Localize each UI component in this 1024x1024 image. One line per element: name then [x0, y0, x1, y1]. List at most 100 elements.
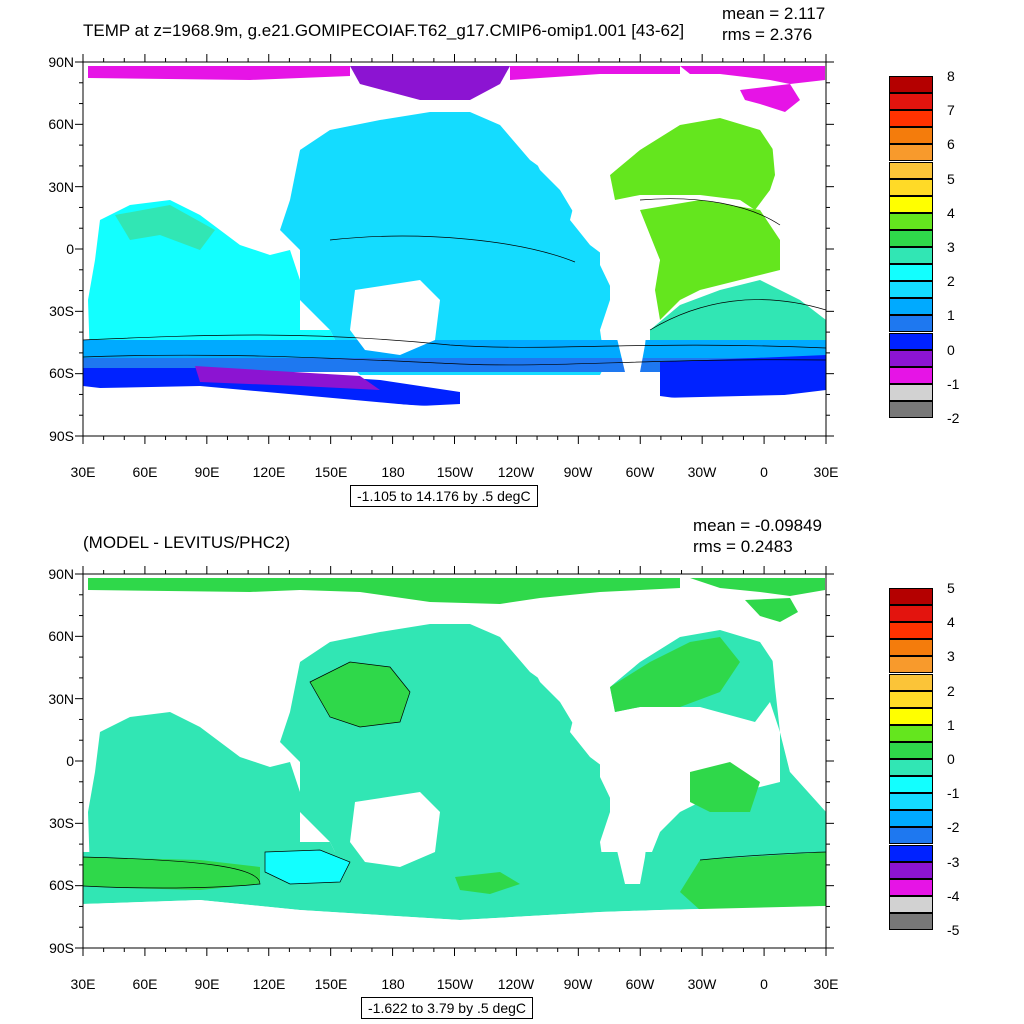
lat-label: 60N: [48, 116, 74, 132]
colorbar-label: -5: [947, 922, 960, 938]
contour-line: [309, 661, 411, 728]
colorbar-swatch: [889, 844, 933, 862]
lat-label: 90N: [48, 54, 74, 70]
indian-ocean-region: [88, 712, 345, 872]
colorbar-swatch: [889, 144, 933, 162]
panel-temperature: TEMP at z=1968.9m, g.e21.GOMIPECOIAF.T62…: [48, 4, 960, 508]
mean-value: mean = -0.09849: [693, 516, 823, 535]
colorbar-swatch: [889, 247, 933, 265]
colorbar-swatch: [889, 315, 933, 333]
southern-ocean-purple: [195, 366, 380, 390]
arctic-ocean-region-4: [680, 66, 825, 84]
colorbar-swatch: [889, 588, 933, 606]
colorbar-label: 0: [947, 341, 955, 358]
atlantic-ocean-south: [650, 280, 826, 345]
colorbar-swatch: [889, 127, 933, 145]
colorbar-swatch: [889, 195, 933, 213]
colorbar-label: 5: [947, 170, 955, 187]
colorbar-swatch: [889, 93, 933, 111]
colorbar-label: 1: [947, 716, 955, 733]
mean-value: mean = 2.117: [722, 4, 826, 23]
nordic-sea-region: [740, 84, 800, 112]
lon-label: 150W: [436, 976, 474, 992]
lat-label: 0: [66, 241, 74, 257]
lat-label: 90S: [49, 428, 74, 444]
colorbar-swatch: [889, 605, 933, 623]
colorbar-swatch: [889, 810, 933, 828]
lon-label: 60W: [625, 464, 655, 480]
colorbar-swatch: [889, 264, 933, 282]
contour-line: [699, 851, 827, 861]
lon-label: 120E: [252, 976, 286, 992]
contour-line: [649, 299, 827, 331]
colorbar-label: 4: [947, 204, 955, 221]
antarctica: [83, 388, 826, 436]
lon-label: 120W: [497, 976, 535, 992]
lat-label: 30N: [48, 691, 74, 707]
indian-ocean-region: [88, 200, 345, 360]
colorbar-swatch: [889, 400, 933, 418]
colorbar-swatch: [889, 349, 933, 367]
colorbar: [889, 76, 933, 418]
lon-label: 150E: [314, 464, 348, 480]
colorbar-swatch: [889, 878, 933, 896]
lon-label: 60E: [132, 464, 158, 480]
lon-label: 30W: [687, 976, 717, 992]
colorbar-swatch: [889, 622, 933, 640]
lon-label: 90W: [563, 976, 593, 992]
contour-line: [329, 235, 576, 263]
colorbar-swatch: [889, 776, 933, 794]
colorbar-label: 3: [947, 239, 955, 255]
colorbar-label: 0: [947, 751, 955, 767]
lat-label: 30N: [48, 179, 74, 195]
colorbar-swatch: [889, 178, 933, 196]
contour-line: [639, 198, 781, 226]
australia: [350, 792, 440, 867]
colorbar-label: 1: [947, 307, 955, 324]
lon-label: 180: [381, 976, 405, 992]
indian-ocean-north: [115, 205, 215, 250]
southern-ocean-band-1: [83, 340, 826, 360]
colorbar-label: 8: [947, 68, 955, 84]
positive-anomaly-region: [680, 852, 826, 910]
lon-label: 120W: [497, 464, 535, 480]
lat-label: 60S: [49, 365, 74, 381]
colorbar-swatch: [889, 793, 933, 811]
lon-label: 30E: [813, 464, 839, 480]
lat-label: 90S: [49, 940, 74, 956]
colorbar-swatch: [889, 383, 933, 401]
colorbar-label: 3: [947, 648, 955, 665]
colorbar-swatch: [889, 110, 933, 128]
contour-line: [82, 856, 261, 889]
colorbar-swatch: [889, 861, 933, 879]
colorbar-swatch: [889, 229, 933, 247]
colorbar-swatch: [889, 690, 933, 708]
lon-label: 30E: [70, 976, 96, 992]
positive-anomaly-region: [690, 762, 760, 812]
lon-label: 0: [760, 464, 768, 480]
colorbar: [889, 588, 933, 930]
colorbar-label: -3: [947, 853, 960, 870]
colorbar-swatch: [889, 707, 933, 725]
lon-label: 30E: [813, 976, 839, 992]
positive-anomaly-region: [310, 662, 410, 727]
colorbar-label: 2: [947, 273, 955, 290]
colorbar-label: 7: [947, 102, 955, 119]
colorbar-label: -2: [947, 410, 960, 426]
lon-label: 90W: [563, 464, 593, 480]
rms-value: rms = 2.376: [722, 25, 813, 44]
lat-label: 90N: [48, 566, 74, 582]
colorbar-swatch: [889, 656, 933, 674]
atlantic-ocean-tropical: [640, 200, 780, 320]
colorbar-swatch: [889, 76, 933, 94]
lat-label: 60S: [49, 877, 74, 893]
rms-value: rms = 0.2483: [693, 537, 793, 556]
colorbar-swatch: [889, 827, 933, 845]
contour-line: [264, 849, 351, 885]
contour-line: [82, 334, 827, 349]
lon-label: 0: [760, 976, 768, 992]
lat-label: 60N: [48, 628, 74, 644]
arctic-ocean-region-3: [510, 66, 680, 80]
colorbar-swatch: [889, 895, 933, 913]
lon-label: 60W: [625, 976, 655, 992]
